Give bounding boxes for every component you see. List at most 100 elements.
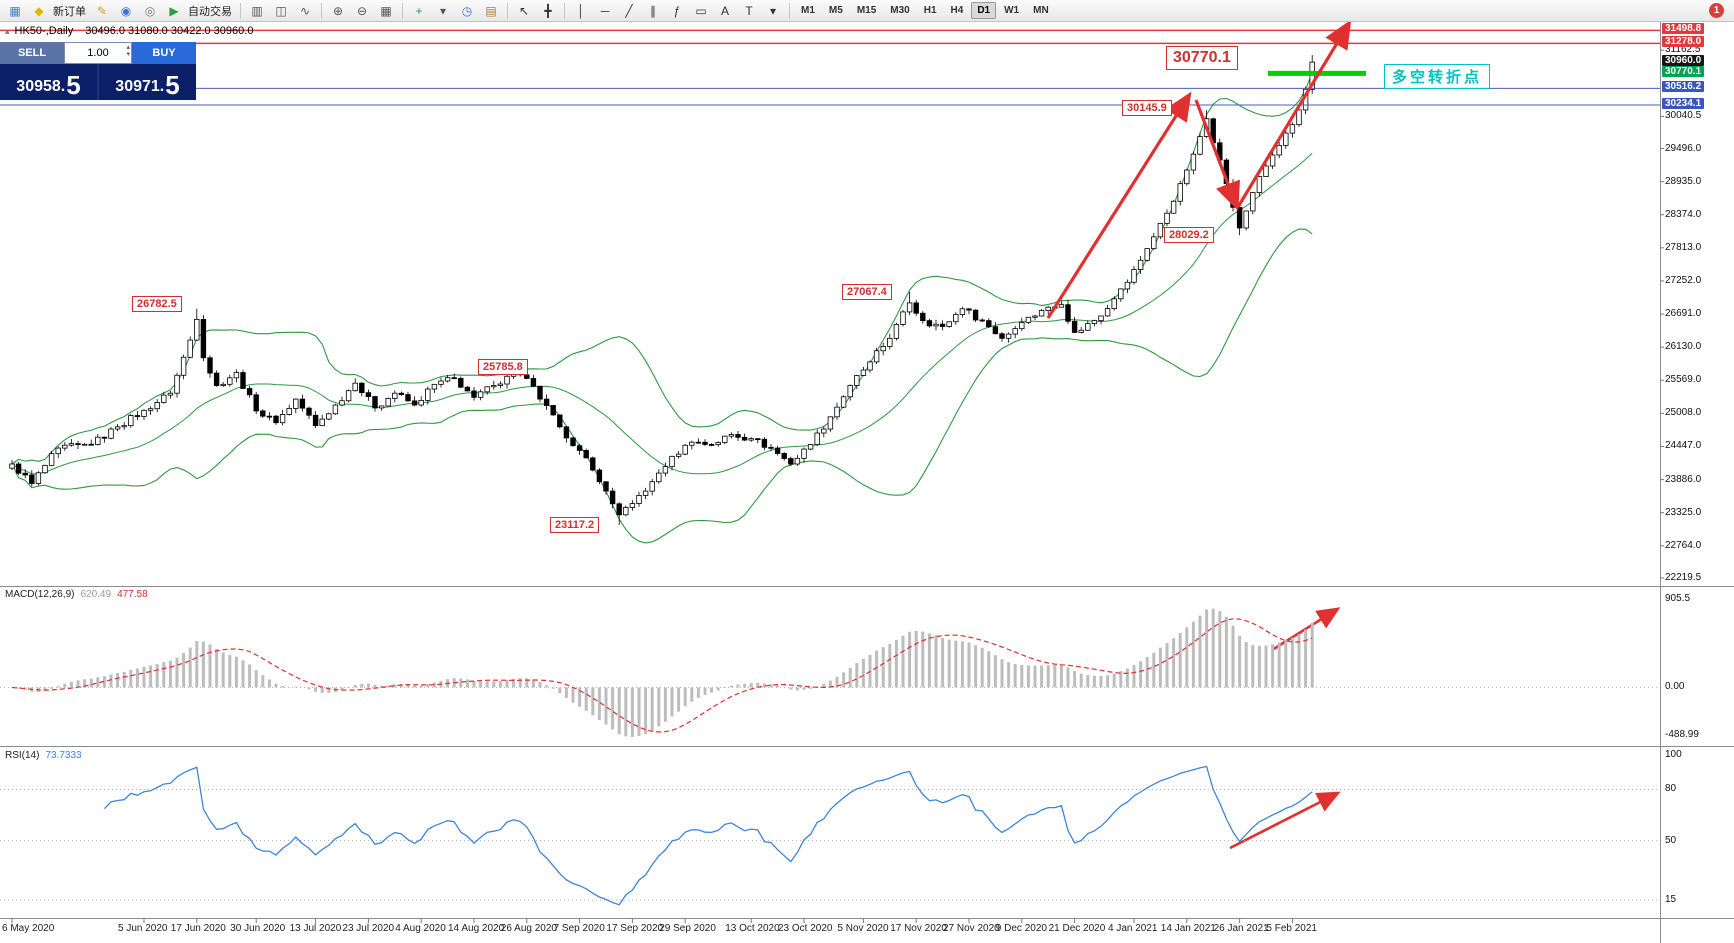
spinner-down-icon[interactable]: ▾ (126, 51, 130, 58)
sell-price[interactable]: 30958. 5 (16, 70, 81, 100)
price-axis-marker: 30960.0 (1662, 55, 1705, 67)
one-click-trading-panel: SELL 1.00 ▴ ▾ BUY 30958. 5 30971. 5 (0, 42, 196, 100)
line-chart-button[interactable]: ∿ (294, 1, 316, 21)
zoom-out-button[interactable]: ⊖ (351, 1, 373, 21)
buy-button[interactable]: BUY (132, 42, 196, 64)
trendline-button[interactable]: ╱ (618, 1, 640, 21)
metaeditor-button[interactable]: ✎ (91, 1, 113, 21)
macd-panel (0, 608, 1660, 738)
horizontal-line-button[interactable]: ─ (594, 1, 616, 21)
date-axis-label: 5 Nov 2020 (837, 923, 889, 934)
toolbar-separator (789, 2, 790, 19)
trend-arrow[interactable] (1046, 91, 1192, 319)
timeframe-m30[interactable]: M30 (890, 5, 910, 16)
timeframe-mn[interactable]: MN (1033, 5, 1049, 16)
periods-button[interactable]: ◷ (456, 1, 478, 21)
price-annotation[interactable]: 28029.2 (1164, 227, 1214, 243)
label-icon: T (745, 3, 753, 18)
turning-point-note[interactable]: 多空转折点 (1384, 64, 1491, 89)
date-axis-label: 14 Jan 2021 (1160, 923, 1216, 934)
cursor-icon: ↖ (518, 3, 530, 18)
collapse-icon[interactable]: ▴ (5, 26, 10, 36)
cursor-button[interactable]: ↖ (513, 1, 535, 21)
date-axis-label: 26 Aug 2020 (500, 923, 557, 934)
date-axis-label: 9 Dec 2020 (995, 923, 1047, 934)
price-annotation[interactable]: 26782.5 (132, 296, 182, 312)
autotrading-button[interactable]: ▶ (163, 1, 185, 21)
rsi-axis-label: 50 (1665, 834, 1677, 846)
new-order-button-label[interactable]: 新订单 (53, 5, 86, 18)
price-axis-tick: 25569.0 (1665, 374, 1702, 386)
date-axis-label: 23 Jul 2020 (342, 923, 395, 934)
vertical-line-button[interactable]: │ (570, 1, 592, 21)
timeframe-h4[interactable]: H4 (950, 5, 964, 16)
volume-input[interactable]: 1.00 ▴ ▾ (64, 42, 132, 64)
rsi-axis-label: 80 (1665, 783, 1677, 795)
price-annotation[interactable]: 25785.8 (478, 359, 528, 375)
timeframe-h1[interactable]: H1 (923, 5, 937, 16)
text-icon: A (720, 3, 729, 18)
buy-price[interactable]: 30971. 5 (97, 64, 196, 100)
sell-button[interactable]: SELL (0, 42, 64, 64)
shapes-button[interactable]: ▭ (690, 1, 712, 21)
macd-arrow[interactable] (1271, 607, 1341, 652)
date-axis-label: 27 Nov 2020 (943, 923, 1000, 934)
trend-arrow[interactable] (1236, 19, 1352, 208)
price-axis-tick: 28935.0 (1665, 175, 1702, 187)
date-axis-label: 26 Jan 2021 (1213, 923, 1269, 934)
notification-badge[interactable]: 1 (1709, 3, 1724, 18)
price-annotation[interactable]: 30770.1 (1166, 46, 1238, 70)
rsi-indicator-label: RSI(14) 73.7333 (5, 750, 82, 761)
rsi-axis-label: 15 (1665, 894, 1677, 906)
panel-borders (0, 22, 1734, 943)
macd-axis-label: 905.5 (1665, 593, 1691, 605)
indicators-dropdown[interactable]: ▾ (432, 1, 454, 21)
label-button[interactable]: T (738, 1, 760, 21)
toolbar-separator (564, 2, 565, 19)
timeframe-m5[interactable]: M5 (828, 5, 843, 16)
zoom-in-button[interactable]: ⊕ (327, 1, 349, 21)
fibonacci-button[interactable]: ƒ (666, 1, 688, 21)
chart-title-bar: ▴ HK50-,Daily 30496.0 31080.0 30422.0 3096… (5, 25, 253, 37)
volume-spinner[interactable]: ▴ ▾ (126, 44, 130, 58)
price-annotation[interactable]: 23117.2 (550, 517, 600, 533)
templates-button[interactable]: ▤ (480, 1, 502, 21)
toolbar-separator (321, 2, 322, 19)
price-annotation[interactable]: 27067.4 (842, 284, 892, 300)
date-axis-label: 5 Feb 2021 (1266, 923, 1317, 934)
trend-arrows[interactable] (1046, 19, 1352, 850)
date-axis-label: 17 Nov 2020 (890, 923, 947, 934)
channel-button[interactable]: ∥ (642, 1, 664, 21)
market-depth-icon: ◉ (120, 3, 132, 18)
timeframe-d1[interactable]: D1 (971, 2, 997, 19)
price-axis-marker: 30234.1 (1662, 97, 1705, 109)
timeframe-m15[interactable]: M15 (856, 5, 877, 16)
bars-chart-button[interactable]: ▥ (246, 1, 268, 21)
new-chart-button[interactable]: ▦ (4, 1, 26, 21)
horizontal-line-icon: ─ (600, 3, 610, 18)
candles-chart-button[interactable]: ◫ (270, 1, 292, 21)
arrows-dropdown[interactable]: ▾ (762, 1, 784, 21)
crosshair-button[interactable]: ╋ (537, 1, 559, 21)
periods-icon: ◷ (461, 3, 473, 18)
level-lines[interactable] (0, 29, 1660, 106)
price-axis-marker: 30770.1 (1662, 66, 1705, 78)
autotrading-button-label[interactable]: 自动交易 (188, 5, 232, 18)
market-depth-button[interactable]: ◉ (115, 1, 137, 21)
date-axis-label: 14 Aug 2020 (448, 923, 505, 934)
date-axis-label: 17 Jun 2020 (170, 923, 226, 934)
zoom-out-icon: ⊖ (356, 3, 368, 18)
price-annotation[interactable]: 30145.9 (1122, 100, 1172, 116)
text-button[interactable]: A (714, 1, 736, 21)
rsi-arrow[interactable] (1229, 791, 1341, 850)
date-axis-label: 13 Oct 2020 (725, 923, 780, 934)
timeframe-w1[interactable]: W1 (1004, 5, 1020, 16)
trend-arrow[interactable] (1194, 99, 1240, 211)
tile-windows-button[interactable]: ▦ (375, 1, 397, 21)
spinner-up-icon[interactable]: ▴ (126, 44, 130, 51)
timeframe-m1[interactable]: M1 (801, 5, 815, 16)
new-order-button[interactable]: ◆ (28, 1, 50, 21)
strategy-tester-button[interactable]: ◎ (139, 1, 161, 21)
indicators-button[interactable]: + (408, 1, 430, 21)
